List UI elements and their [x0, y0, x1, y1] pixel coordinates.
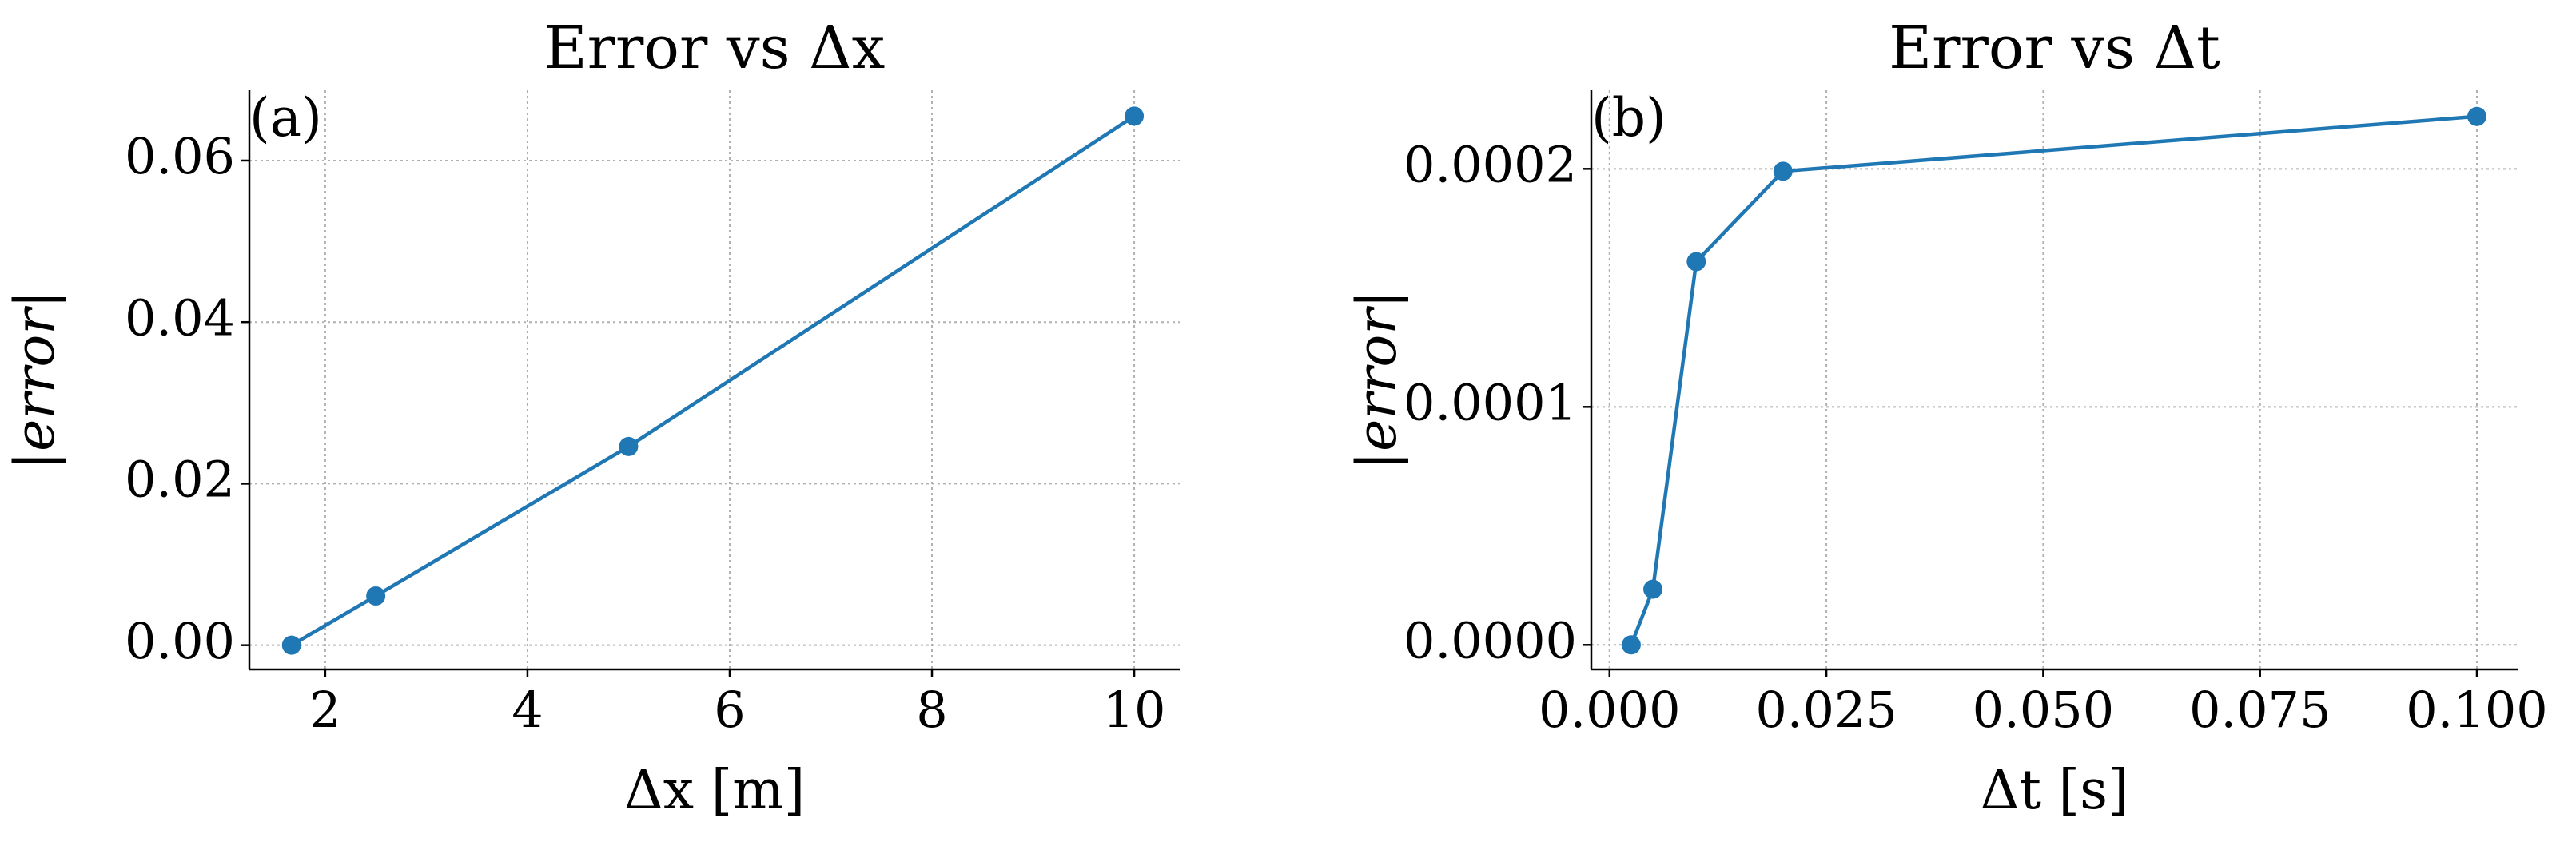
- data-point: [1621, 635, 1641, 655]
- y-tick-label: 0.0002: [1403, 135, 1577, 193]
- y-axis-label: |error|: [1346, 290, 1409, 470]
- x-tick-label: 10: [1103, 681, 1166, 739]
- x-tick-label: 6: [714, 681, 745, 739]
- chart-title: Error vs Δt: [1889, 14, 2220, 82]
- data-point: [619, 436, 639, 456]
- y-axis-label: |error|: [4, 290, 67, 470]
- x-axis-label: Δt [s]: [1980, 759, 2128, 822]
- data-point: [1686, 252, 1706, 272]
- data-point: [366, 586, 386, 606]
- data-point: [281, 635, 301, 655]
- y-tick-label: 0.00: [125, 612, 235, 670]
- x-tick-label: 0.075: [2189, 681, 2331, 739]
- x-tick-label: 0.050: [1973, 681, 2115, 739]
- y-tick-label: 0.04: [125, 288, 235, 347]
- data-point: [1773, 161, 1793, 181]
- panel-label: (b): [1591, 87, 1666, 149]
- subplot: 0.0000 0.0001 0.0002 0.000 0.025 0.050 0.075 0.…: [1346, 14, 2548, 822]
- data-line: [1629, 114, 2478, 646]
- x-tick-label: 0.100: [2406, 681, 2548, 739]
- data-point: [1125, 106, 1145, 126]
- panel-label: (a): [249, 87, 322, 149]
- data-point: [1643, 579, 1663, 599]
- x-tick-label: 0.000: [1539, 681, 1681, 739]
- subplot: 0.00 0.02 0.04 0.06 2 4 6 8 10 Error vs Δx (a) Δx […: [4, 14, 1180, 822]
- x-tick-label: 0.025: [1755, 681, 1897, 739]
- y-tick-label: 0.0000: [1403, 611, 1577, 669]
- x-tick-label: 8: [916, 681, 947, 739]
- data-line: [290, 114, 1136, 647]
- chart-title: Error vs Δx: [544, 14, 886, 82]
- x-tick-label: 4: [512, 681, 543, 739]
- y-tick-label: 0.0001: [1403, 373, 1577, 431]
- y-tick-label: 0.02: [125, 451, 235, 509]
- x-axis-label: Δx [m]: [624, 759, 806, 822]
- x-tick-label: 2: [309, 681, 340, 739]
- y-tick-label: 0.06: [125, 127, 235, 185]
- data-point: [2467, 106, 2486, 126]
